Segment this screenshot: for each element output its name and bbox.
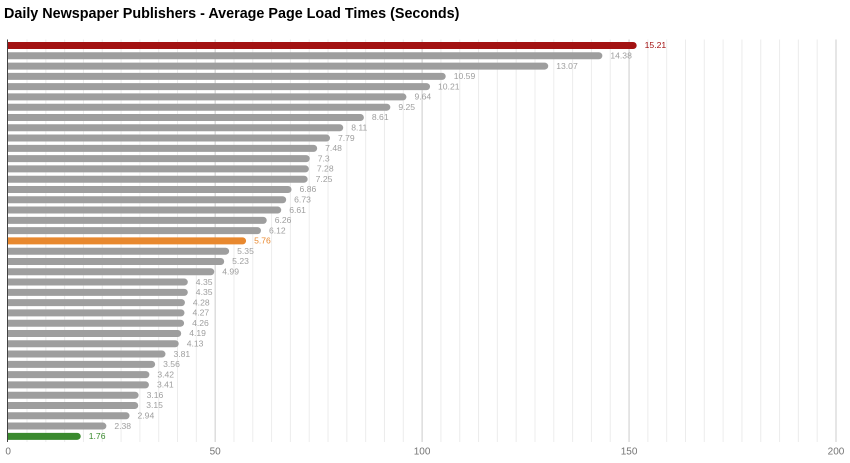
svg-text:0: 0 (5, 447, 11, 458)
svg-text:3.81: 3.81 (173, 349, 190, 359)
svg-text:10.21: 10.21 (438, 81, 460, 91)
svg-text:2.38: 2.38 (114, 421, 131, 431)
svg-text:7.28: 7.28 (317, 164, 334, 174)
svg-text:100: 100 (414, 447, 431, 458)
svg-text:4.35: 4.35 (196, 277, 213, 287)
svg-text:4.99: 4.99 (222, 266, 239, 276)
svg-text:5.23: 5.23 (232, 256, 249, 266)
svg-text:3.16: 3.16 (147, 390, 164, 400)
svg-text:3.15: 3.15 (146, 400, 163, 410)
svg-text:Daily Newspaper Publishers - A: Daily Newspaper Publishers - Average Pag… (4, 6, 460, 22)
svg-text:7.25: 7.25 (316, 174, 333, 184)
svg-text:4.28: 4.28 (193, 297, 210, 307)
svg-text:8.11: 8.11 (351, 122, 367, 132)
svg-text:13.07: 13.07 (556, 61, 578, 71)
svg-text:6.12: 6.12 (269, 225, 286, 235)
svg-text:3.56: 3.56 (163, 359, 180, 369)
svg-text:8.61: 8.61 (372, 112, 389, 122)
svg-text:14.38: 14.38 (610, 50, 632, 60)
svg-text:4.35: 4.35 (196, 287, 213, 297)
svg-text:1.76: 1.76 (89, 431, 106, 441)
svg-text:6.61: 6.61 (289, 205, 306, 215)
svg-text:4.27: 4.27 (192, 308, 209, 318)
svg-text:10.59: 10.59 (454, 71, 476, 81)
svg-text:6.26: 6.26 (275, 215, 292, 225)
svg-text:15.21: 15.21 (645, 40, 667, 50)
svg-text:50: 50 (210, 447, 222, 458)
svg-text:9.64: 9.64 (414, 92, 431, 102)
svg-text:5.76: 5.76 (254, 236, 271, 246)
svg-text:4.19: 4.19 (189, 328, 206, 338)
svg-text:7.3: 7.3 (318, 153, 330, 163)
svg-text:4.26: 4.26 (192, 318, 209, 328)
svg-text:6.86: 6.86 (300, 184, 317, 194)
svg-text:2.94: 2.94 (138, 410, 155, 420)
svg-text:7.48: 7.48 (325, 143, 342, 153)
svg-text:150: 150 (621, 447, 638, 458)
svg-text:3.41: 3.41 (157, 380, 174, 390)
svg-text:4.13: 4.13 (187, 338, 204, 348)
svg-text:3.42: 3.42 (157, 369, 174, 379)
svg-text:200: 200 (828, 447, 845, 458)
svg-text:7.79: 7.79 (338, 133, 355, 143)
svg-text:9.25: 9.25 (398, 102, 415, 112)
svg-text:6.73: 6.73 (294, 194, 311, 204)
svg-text:5.35: 5.35 (237, 246, 254, 256)
